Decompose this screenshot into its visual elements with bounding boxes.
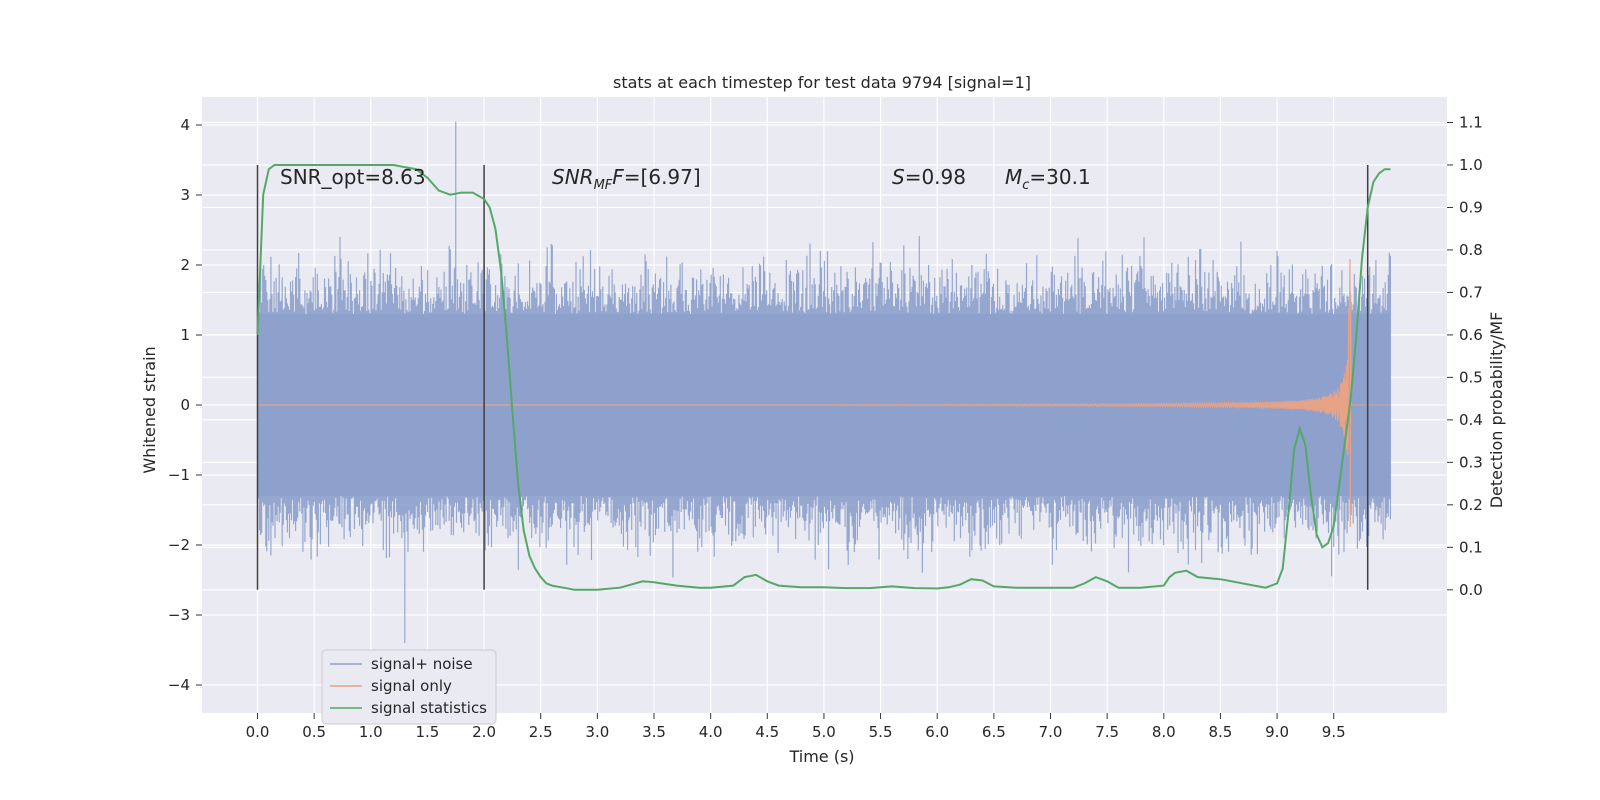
y2-tick-label: 0.6 [1459, 326, 1483, 344]
y-tick-label: 0 [180, 396, 190, 414]
x-axis-label: Time (s) [788, 747, 854, 766]
x-tick-label: 6.0 [925, 723, 949, 741]
y2-tick-label: 0.7 [1459, 283, 1483, 301]
series-signal-only [257, 258, 1391, 528]
y-tick-label: −3 [168, 606, 190, 624]
series-signal-statistics [256, 164, 1391, 591]
annotation-snr-opt: SNR_opt=8.63 [280, 165, 426, 189]
y2-tick-label: 0.3 [1459, 453, 1483, 471]
legend: signal+ noise signal only signal statist… [321, 649, 497, 725]
x-tick-label: 5.5 [869, 723, 893, 741]
y2-tick-label: 1.0 [1459, 156, 1483, 174]
legend-entry-stats: signal statistics [371, 699, 487, 717]
x-tick-label: 3.5 [642, 723, 666, 741]
y-tick-label: 1 [180, 326, 190, 344]
x-tick-label: 8.5 [1209, 723, 1233, 741]
x-tick-label: 2.0 [472, 723, 496, 741]
y2-tick-label: 0.9 [1459, 198, 1483, 216]
annotation-s: S=0.98 [892, 165, 966, 189]
x-tick-label: 9.0 [1265, 723, 1289, 741]
y-tick-label: −1 [168, 466, 190, 484]
y2-tick-label: 0.4 [1459, 411, 1483, 429]
x-tick-label: 1.5 [416, 723, 440, 741]
y2-tick-label: 0.8 [1459, 241, 1483, 259]
legend-box [321, 649, 497, 725]
y2-axis-label: Detection probability/MF [1487, 312, 1506, 509]
y2-tick-label: 0.2 [1459, 496, 1483, 514]
y-axis-ticks: 4 3 2 1 0 −1 −2 −3 −4 [168, 116, 202, 694]
vertical-markers [256, 164, 1369, 590]
y-tick-label: −4 [168, 676, 190, 694]
y-axis-label: Whitened strain [140, 346, 159, 473]
chart-title: stats at each timestep for test data 979… [613, 73, 1031, 92]
y2-tick-label: 0.5 [1459, 368, 1483, 386]
y-tick-label: −2 [168, 536, 190, 554]
x-tick-label: 8.0 [1152, 723, 1176, 741]
stats-line [256, 164, 1391, 591]
y2-tick-label: 1.1 [1459, 113, 1483, 131]
x-tick-label: 7.0 [1039, 723, 1063, 741]
annotation-snr-mf: SNRMFF=[6.97] [552, 165, 701, 193]
x-tick-label: 5.0 [812, 723, 836, 741]
y-tick-label: 4 [180, 116, 190, 134]
x-tick-label: 7.5 [1095, 723, 1119, 741]
legend-entry-noise: signal+ noise [371, 655, 473, 673]
y2-axis-ticks: 1.1 1.0 0.9 0.8 0.7 0.6 0.5 0.4 0.3 0.2 0.1 0.0 [1447, 113, 1483, 599]
x-tick-label: 1.0 [359, 723, 383, 741]
x-tick-label: 3.0 [585, 723, 609, 741]
annotation-mc: Mc=30.1 [1005, 165, 1091, 193]
y2-tick-label: 0.1 [1459, 538, 1483, 556]
x-axis-ticks: 0.0 0.5 1.0 1.5 2.0 2.5 3.0 3.5 4.0 4.5 5.0 5.5 6.0 6… [246, 713, 1346, 741]
x-tick-label: 4.0 [699, 723, 723, 741]
x-tick-label: 2.5 [529, 723, 553, 741]
signal-chirp [823, 258, 1391, 528]
x-tick-label: 9.5 [1322, 723, 1346, 741]
x-tick-label: 4.5 [755, 723, 779, 741]
x-tick-label: 0.5 [302, 723, 326, 741]
legend-entry-signal: signal only [371, 677, 452, 695]
x-tick-label: 6.5 [982, 723, 1006, 741]
y2-tick-label: 0.0 [1459, 581, 1483, 599]
x-tick-label: 0.0 [246, 723, 270, 741]
y-tick-label: 3 [180, 186, 190, 204]
y-tick-label: 2 [180, 256, 190, 274]
